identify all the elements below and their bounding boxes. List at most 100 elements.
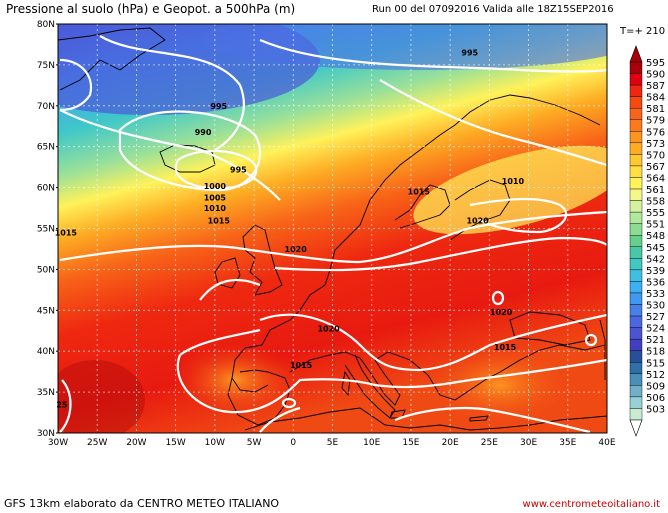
isobar-label: 995 bbox=[210, 102, 227, 111]
legend-swatch bbox=[629, 258, 643, 271]
isobar-label: 1015 bbox=[55, 229, 78, 238]
legend-swatch bbox=[629, 408, 643, 421]
legend-swatch bbox=[629, 246, 643, 259]
legend-swatch bbox=[629, 73, 643, 86]
legend-value: 551 bbox=[646, 220, 665, 231]
latitude-label: 45N bbox=[37, 306, 55, 316]
isobar-labels: 9959959909951000100510101015101510201015… bbox=[55, 49, 525, 410]
legend-swatch bbox=[629, 338, 643, 351]
legend-swatch bbox=[629, 188, 643, 201]
legend-value: 587 bbox=[646, 81, 665, 92]
legend-value: 548 bbox=[646, 231, 665, 242]
legend-value: 584 bbox=[646, 93, 665, 104]
legend-swatch bbox=[629, 315, 643, 328]
latitude-label: 60N bbox=[37, 184, 55, 194]
legend-value: 536 bbox=[646, 277, 665, 288]
latitude-label: 80N bbox=[37, 20, 55, 30]
legend-swatch bbox=[629, 373, 643, 386]
latitude-label: 65N bbox=[37, 143, 55, 153]
legend-value: 521 bbox=[646, 335, 665, 346]
legend-value: 576 bbox=[646, 127, 665, 138]
longitude-label: 25E bbox=[481, 438, 498, 448]
time-step-label: T=+ 210 bbox=[620, 26, 666, 37]
legend-swatch bbox=[629, 119, 643, 132]
legend-swatch bbox=[629, 385, 643, 398]
legend-value: 518 bbox=[646, 347, 665, 358]
legend-swatch bbox=[629, 327, 643, 340]
legend-value: 573 bbox=[646, 139, 665, 150]
legend-value: 524 bbox=[646, 324, 665, 335]
longitude-label: 30W bbox=[48, 438, 68, 448]
legend-swatch bbox=[629, 235, 643, 247]
website-link[interactable]: www.centrometeoitaliano.it bbox=[522, 499, 660, 510]
color-legend: 5955905875845815795765735705675645615585… bbox=[629, 45, 665, 437]
latitude-label: 50N bbox=[37, 265, 55, 275]
legend-value: 555 bbox=[646, 208, 665, 219]
legend-swatch bbox=[629, 142, 643, 155]
coastlines bbox=[58, 27, 607, 431]
latitude-label: 30N bbox=[37, 429, 55, 439]
legend-swatch bbox=[629, 165, 643, 178]
isobar-label: 995 bbox=[461, 49, 478, 58]
legend-value: 581 bbox=[646, 104, 665, 115]
longitude-label: 30E bbox=[520, 438, 537, 448]
legend-min-arrow bbox=[629, 419, 643, 437]
legend-value: 564 bbox=[646, 173, 665, 184]
isobar-label: 1015 bbox=[290, 361, 313, 370]
isobar-label: 1010 bbox=[502, 177, 525, 186]
legend-swatch bbox=[629, 211, 643, 224]
legend-value: 527 bbox=[646, 312, 665, 323]
legend-swatch bbox=[629, 131, 643, 144]
legend-value: 558 bbox=[646, 197, 665, 208]
map-title: Pressione al suolo (hPa) e Geopot. a 500… bbox=[6, 2, 296, 16]
isobar-label: 1020 bbox=[490, 308, 513, 317]
legend-value: 579 bbox=[646, 116, 665, 127]
isobars bbox=[59, 35, 607, 433]
longitude-label: 15E bbox=[402, 438, 419, 448]
legend-value: 530 bbox=[646, 301, 665, 312]
legend-swatch bbox=[629, 177, 643, 190]
legend-value: 570 bbox=[646, 150, 665, 161]
isobar-label: 1020 bbox=[466, 216, 489, 225]
longitude-label: 0 bbox=[290, 438, 296, 448]
legend-value: 590 bbox=[646, 70, 665, 81]
legend-value: 545 bbox=[646, 243, 665, 254]
isobar-label: 990 bbox=[195, 128, 212, 137]
longitude-label: 20W bbox=[126, 438, 146, 448]
legend-value: 506 bbox=[646, 393, 665, 404]
longitude-label: 25W bbox=[87, 438, 107, 448]
latitude-label: 40N bbox=[37, 347, 55, 357]
isobar-label: 25 bbox=[56, 400, 68, 409]
legend-value: 561 bbox=[646, 185, 665, 196]
legend-swatch bbox=[629, 269, 643, 282]
isobar-label: 1020 bbox=[317, 324, 340, 333]
latitude-label: 70N bbox=[37, 102, 55, 112]
legend-swatch bbox=[629, 223, 643, 236]
legend-swatch bbox=[629, 61, 643, 74]
legend-value: 567 bbox=[646, 162, 665, 173]
legend-swatch bbox=[629, 200, 643, 213]
run-info: Run 00 del 07092016 Valida alle 18Z15SEP… bbox=[372, 4, 614, 15]
legend-max-arrow bbox=[629, 45, 643, 63]
longitude-label: 20E bbox=[442, 438, 459, 448]
latitude-label: 55N bbox=[37, 225, 55, 235]
legend-value: 515 bbox=[646, 358, 665, 369]
isobar-label: 995 bbox=[230, 166, 247, 175]
legend-swatch bbox=[629, 281, 643, 294]
isobar-label: 1015 bbox=[408, 188, 431, 197]
legend-swatch bbox=[629, 304, 643, 317]
isobar-label: 1020 bbox=[285, 245, 308, 254]
isobar-label: 1000 bbox=[204, 182, 227, 191]
isobar-label: 1005 bbox=[204, 193, 227, 202]
longitude-label: 40E bbox=[598, 438, 615, 448]
legend-swatch bbox=[629, 107, 643, 120]
legend-value: 512 bbox=[646, 370, 665, 381]
latitude-label: 35N bbox=[37, 388, 55, 398]
legend-swatch bbox=[629, 84, 643, 97]
legend-value: 542 bbox=[646, 254, 665, 265]
legend-swatch bbox=[629, 396, 643, 409]
legend-swatch bbox=[629, 350, 643, 363]
legend-value: 595 bbox=[646, 58, 665, 69]
